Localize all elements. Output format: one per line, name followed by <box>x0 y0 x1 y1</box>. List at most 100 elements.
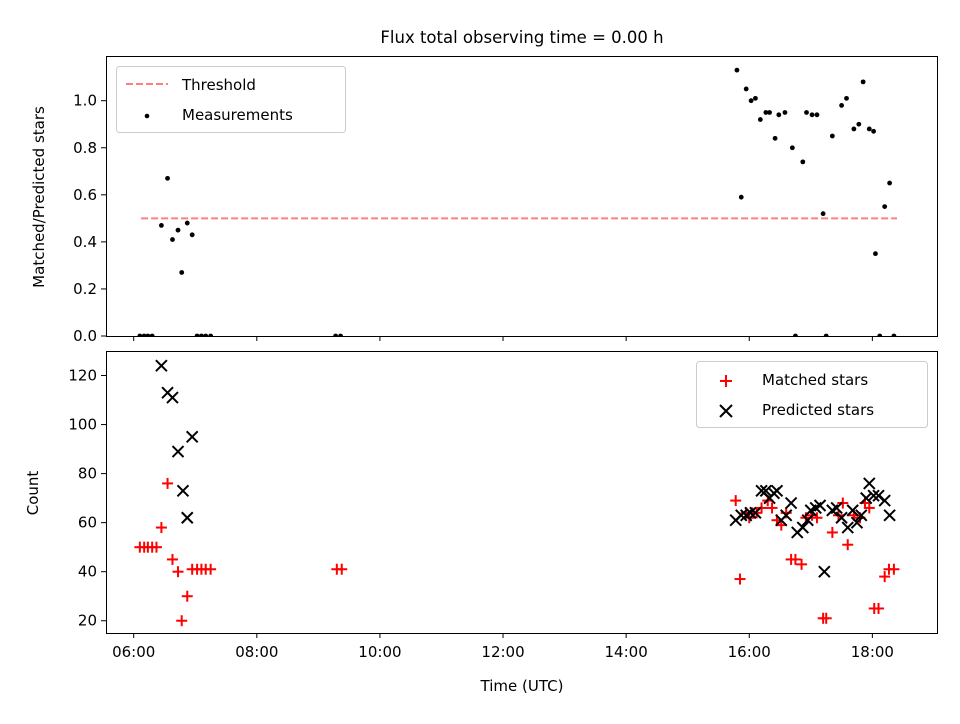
predicted-star-point <box>883 509 896 522</box>
measurement-point <box>856 121 862 127</box>
top-y-tick-label: 0.6 <box>73 186 97 204</box>
measurement-point <box>877 333 883 336</box>
measurement-point <box>137 333 143 336</box>
predicted-star-point <box>176 484 190 497</box>
top-y-tick-label: 0.4 <box>73 233 97 251</box>
top-y-tick-label: 0.2 <box>73 280 97 298</box>
bottom-x-tick-label: 10:00 <box>358 643 401 661</box>
measurement-point <box>763 110 769 115</box>
measurement-point <box>891 333 897 336</box>
measurement-point <box>145 333 151 336</box>
measurement-point <box>338 333 343 336</box>
matched-star-point <box>879 571 891 583</box>
bottom-x-tick-label: 16:00 <box>728 643 771 661</box>
predicted-star-point <box>818 565 831 578</box>
measurement-point <box>809 112 815 118</box>
measurement-point <box>887 180 893 186</box>
measurement-point <box>179 270 185 275</box>
measurement-point <box>820 211 826 217</box>
top-legend: Threshold Measurements <box>116 66 346 133</box>
measurement-point <box>866 126 872 132</box>
measurement-point <box>170 237 175 242</box>
measurement-point <box>782 110 788 115</box>
bottom-y-axis-ticks: 20 40 60 80 100 120 <box>68 367 106 630</box>
top-legend-box <box>116 66 346 133</box>
measurement-point <box>203 333 209 336</box>
matched-star-point <box>734 573 746 585</box>
predicted-star-point <box>855 509 868 522</box>
measurement-point <box>748 98 754 104</box>
matched-star-point <box>176 615 188 627</box>
predicted-star-point <box>744 506 757 520</box>
measurement-point <box>738 194 744 200</box>
measurement-point <box>743 86 749 92</box>
predicted-star-point <box>860 491 873 505</box>
bottom-y-tick-label: 100 <box>68 416 97 434</box>
top-plot-marks <box>137 67 897 336</box>
matched-star-point <box>863 502 875 514</box>
matched-star-point <box>789 553 801 565</box>
measurement-point <box>333 333 339 336</box>
matched-stars-legend-marker <box>720 375 732 387</box>
measurement-point <box>873 251 878 257</box>
top-y-tick-label: 0.8 <box>73 139 97 157</box>
predicted-star-point <box>830 501 843 515</box>
measurement-point <box>194 333 200 336</box>
measurement-point <box>165 175 170 181</box>
bottom-x-tick-label: 06:00 <box>112 643 155 661</box>
predicted-star-point <box>846 504 859 517</box>
top-y-tick-label: 1.0 <box>73 92 97 110</box>
bottom-panel: 20 40 60 80 100 120 06:00 08:00 10:00 12:00 14:00… <box>24 351 938 695</box>
measurement-point <box>149 333 155 336</box>
matched-star-point <box>205 563 217 575</box>
matched-star-point <box>796 558 808 570</box>
predicted-star-point <box>779 509 793 522</box>
measurement-point <box>823 333 829 336</box>
predicted-star-point <box>171 445 185 458</box>
measurement-point <box>814 112 820 118</box>
bottom-x-tick-label: 14:00 <box>605 643 648 661</box>
measurement-point <box>772 135 778 141</box>
matched-star-point <box>181 590 193 602</box>
predicted-star-point <box>835 511 848 524</box>
predicted-star-point <box>813 499 827 512</box>
measurement-point <box>804 110 809 115</box>
measurement-point <box>141 333 147 336</box>
measurement-point <box>789 145 795 151</box>
matched-star-point <box>756 502 768 514</box>
predicted-star-point <box>878 494 891 507</box>
matched-stars-legend-label: Matched stars <box>762 371 868 389</box>
measurements-legend-label: Measurements <box>182 106 293 124</box>
measurement-point <box>839 103 844 108</box>
matched-star-point <box>150 541 162 553</box>
top-panel: 0.0 0.2 0.4 0.6 0.8 1.0 Matched/Predicted sta… <box>30 56 938 345</box>
bottom-legend-box <box>696 361 928 428</box>
measurement-point <box>800 159 806 165</box>
measurement-point <box>757 117 763 122</box>
predicted-star-point <box>181 511 194 524</box>
bottom-x-axis-ticks: 06:00 08:00 10:00 12:00 14:00 16:00 18:00 <box>112 633 894 661</box>
matched-star-point <box>811 512 823 524</box>
measurement-point <box>793 333 798 336</box>
bottom-plot-marks <box>134 359 900 627</box>
measurement-point <box>734 67 740 73</box>
measurement-point <box>199 333 204 336</box>
predicted-star-point <box>850 516 864 529</box>
matched-star-point <box>826 526 838 538</box>
measurement-point <box>767 110 772 115</box>
matched-star-point <box>820 612 832 624</box>
measurement-point <box>175 227 181 233</box>
predicted-star-point <box>867 489 880 502</box>
top-y-axis-ticks: 0.0 0.2 0.4 0.6 0.8 1.0 <box>73 92 106 345</box>
predicted-star-point <box>185 430 199 444</box>
predicted-star-point <box>155 359 168 372</box>
measurement-point <box>844 95 849 101</box>
measurement-point <box>851 126 857 132</box>
matched-star-point <box>730 495 742 507</box>
measurement-point <box>189 232 195 238</box>
top-y-axis-label: Matched/Predicted stars <box>30 106 48 288</box>
predicted-star-point <box>735 509 748 522</box>
measurement-point <box>860 79 866 85</box>
matched-star-point <box>155 522 167 534</box>
